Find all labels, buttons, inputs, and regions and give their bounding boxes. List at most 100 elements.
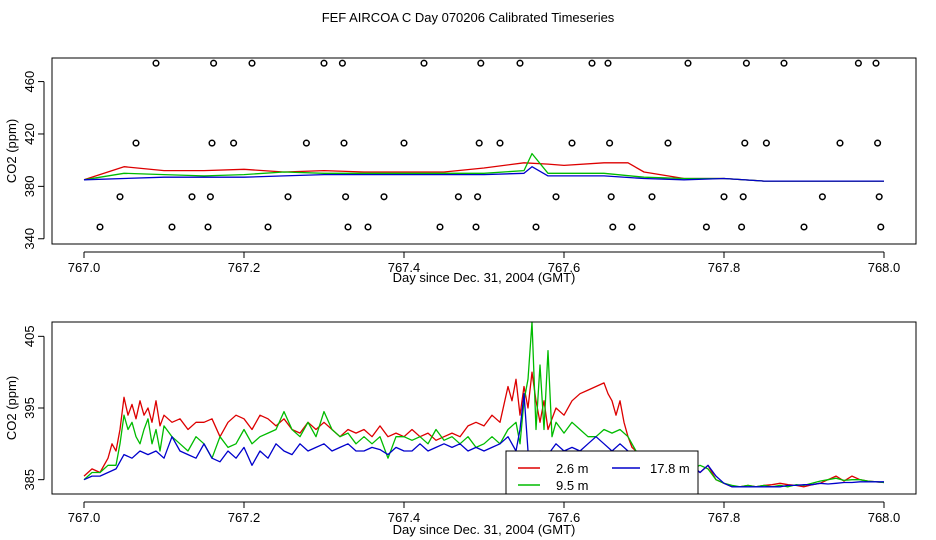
top-series-line-17-8-m xyxy=(83,166,884,182)
legend-label-17-8m: 17.8 m xyxy=(650,461,690,476)
top-x-axis: 767.0 767.2 767.4 767.6 767.8 768.0 xyxy=(68,251,901,275)
calibration-marker xyxy=(206,193,214,201)
bottom-x-tick-label: 767.4 xyxy=(388,510,421,525)
calibration-marker xyxy=(210,59,218,67)
calibration-marker xyxy=(739,193,747,201)
top-x-tick-label: 767.0 xyxy=(68,260,101,275)
calibration-marker xyxy=(420,59,428,67)
calibration-marker xyxy=(188,193,196,201)
top-y-tick-label: 340 xyxy=(22,228,37,250)
calibration-marker xyxy=(606,139,614,147)
bottom-y-tick-label: 395 xyxy=(22,397,37,419)
calibration-marker xyxy=(664,139,672,147)
calibration-marker xyxy=(588,59,596,67)
calibration-marker xyxy=(474,193,482,201)
bottom-y-axis-label: CO2 (ppm) xyxy=(4,376,19,440)
calibration-marker xyxy=(248,59,256,67)
calibration-marker xyxy=(472,223,480,231)
calibration-marker xyxy=(854,59,862,67)
calibration-marker xyxy=(204,223,212,231)
bottom-y-tick-label: 405 xyxy=(22,325,37,347)
top-y-tick-label: 420 xyxy=(22,123,37,145)
bottom-series-line-9-5-m xyxy=(83,321,885,488)
calibration-marker xyxy=(702,223,710,231)
bottom-x-axis-label: Day since Dec. 31, 2004 (GMT) xyxy=(393,522,576,537)
calibration-marker xyxy=(496,139,504,147)
top-markers-group xyxy=(96,59,885,231)
bottom-series-line-2-6-m xyxy=(83,371,885,488)
calibration-marker xyxy=(132,139,140,147)
calibration-marker xyxy=(477,59,485,67)
calibration-marker xyxy=(116,193,124,201)
calibration-marker xyxy=(762,139,770,147)
bottom-x-tick-label: 767.6 xyxy=(548,510,581,525)
bottom-x-tick-label: 767.2 xyxy=(228,510,261,525)
bottom-plot-frame xyxy=(51,321,917,495)
top-plot-frame xyxy=(51,57,917,245)
top-y-tick-label: 460 xyxy=(22,71,37,93)
top-y-axis: 340 380 420 460 xyxy=(22,71,45,250)
calibration-marker xyxy=(875,193,883,201)
bottom-panel: 767.0 767.2 767.4 767.6 767.8 768.0 385 395 405… xyxy=(4,321,917,537)
top-x-tick-label: 767.4 xyxy=(388,260,421,275)
calibration-marker xyxy=(607,193,615,201)
calibration-marker xyxy=(516,59,524,67)
calibration-marker xyxy=(380,193,388,201)
calibration-marker xyxy=(475,139,483,147)
legend: 2.6 m 17.8 m 9.5 m xyxy=(505,450,699,495)
calibration-marker xyxy=(609,223,617,231)
calibration-marker xyxy=(302,139,310,147)
calibration-marker xyxy=(264,223,272,231)
calibration-marker xyxy=(96,223,104,231)
calibration-marker xyxy=(230,139,238,147)
top-x-tick-label: 767.6 xyxy=(548,260,581,275)
calibration-marker xyxy=(684,59,692,67)
top-x-tick-label: 767.8 xyxy=(708,260,741,275)
top-x-tick-label: 768.0 xyxy=(868,260,901,275)
chart-title: FEF AIRCOA C Day 070206 Calibrated Times… xyxy=(322,10,615,25)
bottom-series-line-17-8-m xyxy=(83,393,884,488)
bottom-y-axis: 385 395 405 xyxy=(22,325,45,491)
top-series-group xyxy=(83,152,884,182)
calibration-marker xyxy=(780,59,788,67)
calibration-marker xyxy=(532,223,540,231)
bottom-x-axis: 767.0 767.2 767.4 767.6 767.8 768.0 xyxy=(68,501,901,525)
calibration-marker xyxy=(604,59,612,67)
calibration-marker xyxy=(284,193,292,201)
calibration-marker xyxy=(648,193,656,201)
bottom-x-tick-label: 767.0 xyxy=(68,510,101,525)
top-series-line-2-6-m xyxy=(83,162,884,182)
calibration-marker xyxy=(436,223,444,231)
calibration-marker xyxy=(168,223,176,231)
top-x-tick-label: 767.2 xyxy=(228,260,261,275)
legend-label-2-6m: 2.6 m xyxy=(556,461,589,476)
calibration-marker xyxy=(800,223,808,231)
calibration-marker xyxy=(338,59,346,67)
legend-label-9-5m: 9.5 m xyxy=(556,478,589,493)
calibration-marker xyxy=(568,139,576,147)
legend-box xyxy=(505,450,699,495)
calibration-marker xyxy=(818,193,826,201)
calibration-marker xyxy=(628,223,636,231)
bottom-x-tick-label: 768.0 xyxy=(868,510,901,525)
top-x-axis-label: Day since Dec. 31, 2004 (GMT) xyxy=(393,270,576,285)
bottom-series-group xyxy=(83,321,885,488)
calibration-marker xyxy=(872,59,880,67)
calibration-marker xyxy=(342,193,350,201)
calibration-marker xyxy=(741,139,749,147)
calibration-marker xyxy=(208,139,216,147)
calibration-marker xyxy=(877,223,885,231)
bottom-y-tick-label: 385 xyxy=(22,469,37,491)
calibration-marker xyxy=(738,223,746,231)
calibration-marker xyxy=(344,223,352,231)
calibration-marker xyxy=(874,139,882,147)
calibration-marker xyxy=(364,223,372,231)
calibration-marker xyxy=(340,139,348,147)
bottom-x-tick-label: 767.8 xyxy=(708,510,741,525)
calibration-marker xyxy=(454,193,462,201)
calibration-marker xyxy=(400,139,408,147)
top-y-tick-label: 380 xyxy=(22,176,37,198)
calibration-marker xyxy=(320,59,328,67)
calibration-marker xyxy=(152,59,160,67)
